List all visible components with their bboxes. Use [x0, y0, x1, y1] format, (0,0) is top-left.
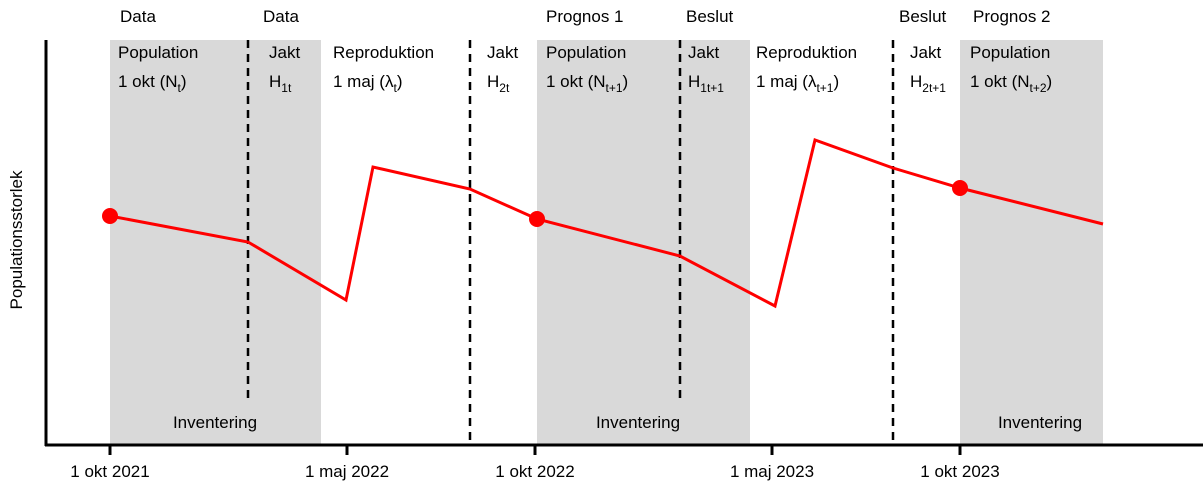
top-label: Data: [120, 7, 156, 26]
label-part: Population: [546, 43, 626, 62]
population-trajectory: [109, 138, 1104, 309]
inventory-label: Inventering: [173, 413, 257, 432]
label-part: 1 okt (N: [118, 72, 178, 91]
subscript: 2t+1: [922, 81, 946, 95]
x-label: 1 maj 2022: [305, 462, 389, 481]
x-label: 1 okt 2022: [495, 462, 574, 481]
census-point: [529, 211, 545, 227]
census-point: [102, 208, 118, 224]
subscript: t+1: [816, 81, 833, 95]
x-label: 1 maj 2023: [730, 462, 814, 481]
section-label: Jakt: [487, 43, 518, 62]
top-label: Prognos 2: [973, 7, 1051, 26]
subscript: t: [393, 81, 397, 95]
section-label: 1 okt (Nt+1): [546, 72, 628, 95]
top-label: Beslut: [899, 7, 947, 26]
subscript: 2t: [499, 81, 510, 95]
x-label: 1 okt 2021: [70, 462, 149, 481]
subscript: 1t+1: [700, 81, 724, 95]
top-label: Data: [263, 7, 299, 26]
label-part: 1 maj (λ: [333, 72, 394, 91]
subscript: t: [178, 81, 182, 95]
section-label: Population: [970, 43, 1050, 62]
section-label: H2t+1: [910, 72, 946, 95]
label-part: ): [623, 72, 629, 91]
label-part: H: [487, 72, 499, 91]
section-label: Reproduktion: [756, 43, 857, 62]
section-label: Jakt: [269, 43, 300, 62]
inventory-label: Inventering: [596, 413, 680, 432]
band: [960, 40, 1103, 445]
label-part: Reproduktion: [333, 43, 434, 62]
label-part: Jakt: [487, 43, 518, 62]
section-label: Jakt: [910, 43, 941, 62]
x-label: 1 okt 2023: [920, 462, 999, 481]
subscript: t+2: [1030, 81, 1047, 95]
label-part: H: [688, 72, 700, 91]
label-part: H: [910, 72, 922, 91]
subscript: t+1: [606, 81, 623, 95]
label-part: 1 okt (N: [970, 72, 1030, 91]
label-part: Jakt: [910, 43, 941, 62]
section-label: H1t+1: [688, 72, 724, 95]
section-label: H1t: [269, 72, 292, 95]
label-part: ): [397, 72, 403, 91]
section-label: 1 maj (λt): [333, 72, 402, 95]
subscript: 1t: [281, 81, 292, 95]
section-label: Population: [546, 43, 626, 62]
section-label: Population: [118, 43, 198, 62]
section-label: Reproduktion: [333, 43, 434, 62]
label-part: Jakt: [688, 43, 719, 62]
label-part: H: [269, 72, 281, 91]
band: [537, 40, 750, 445]
top-label: Prognos 1: [546, 7, 624, 26]
section-label: 1 maj (λt+1): [756, 72, 839, 95]
label-part: Reproduktion: [756, 43, 857, 62]
axes: [44, 40, 1203, 455]
section-label: H2t: [487, 72, 510, 95]
label-part: 1 maj (λ: [756, 72, 817, 91]
y-axis-label: Populationsstorlek: [7, 170, 26, 309]
label-part: ): [1047, 72, 1053, 91]
label-part: 1 okt (N: [546, 72, 606, 91]
section-label: 1 okt (Nt+2): [970, 72, 1052, 95]
label-part: ): [833, 72, 839, 91]
section-label: Jakt: [688, 43, 719, 62]
inventory-label: Inventering: [998, 413, 1082, 432]
label-part: Population: [118, 43, 198, 62]
band: [110, 40, 321, 445]
census-point: [952, 180, 968, 196]
label-part: Population: [970, 43, 1050, 62]
label-part: ): [181, 72, 187, 91]
section-label: 1 okt (Nt): [118, 72, 187, 95]
dividers: [246, 40, 895, 445]
bands: [110, 40, 1103, 445]
top-label: Beslut: [686, 7, 734, 26]
label-part: Jakt: [269, 43, 300, 62]
